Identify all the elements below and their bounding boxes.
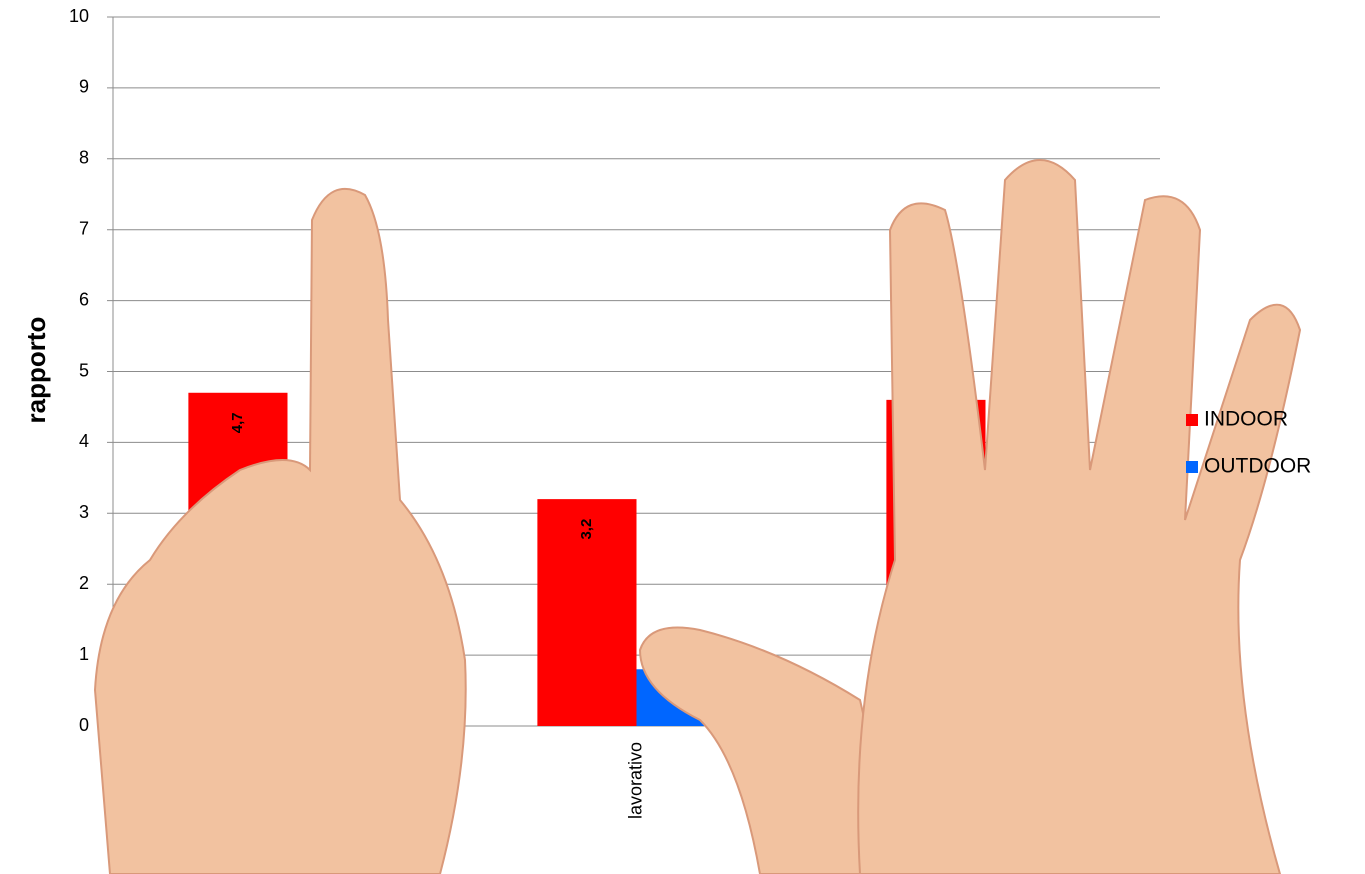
y-tick-label: 0 xyxy=(79,715,89,735)
value-label: 3,2 xyxy=(578,519,595,540)
y-tick-label: 4 xyxy=(79,431,89,451)
y-tick-label: 8 xyxy=(79,148,89,168)
y-tick-label: 2 xyxy=(79,573,89,593)
legend-swatch xyxy=(1186,461,1198,473)
y-tick-label: 6 xyxy=(79,289,89,309)
y-tick-label: 5 xyxy=(79,360,89,380)
right-thumb xyxy=(638,626,902,874)
legend-swatch xyxy=(1186,414,1198,426)
hands-photo xyxy=(93,159,1302,874)
y-tick-label: 7 xyxy=(79,218,89,238)
y-tick-label: 1 xyxy=(79,644,89,664)
legend-label: OUTDOOR xyxy=(1204,455,1311,478)
right-hand xyxy=(857,159,1302,874)
legend: INDOOR OUTDOOR xyxy=(1186,408,1311,478)
value-label: 4,7 xyxy=(229,412,246,433)
x-tick-label: lavorativo xyxy=(625,742,645,819)
bar xyxy=(537,499,637,726)
y-axis-label: rapporto xyxy=(21,317,51,424)
y-tick-label: 9 xyxy=(79,77,89,97)
left-hand xyxy=(93,187,467,874)
y-tick-label: 3 xyxy=(79,502,89,522)
y-tick-label: 10 xyxy=(69,6,89,26)
legend-label: INDOOR xyxy=(1204,408,1288,431)
